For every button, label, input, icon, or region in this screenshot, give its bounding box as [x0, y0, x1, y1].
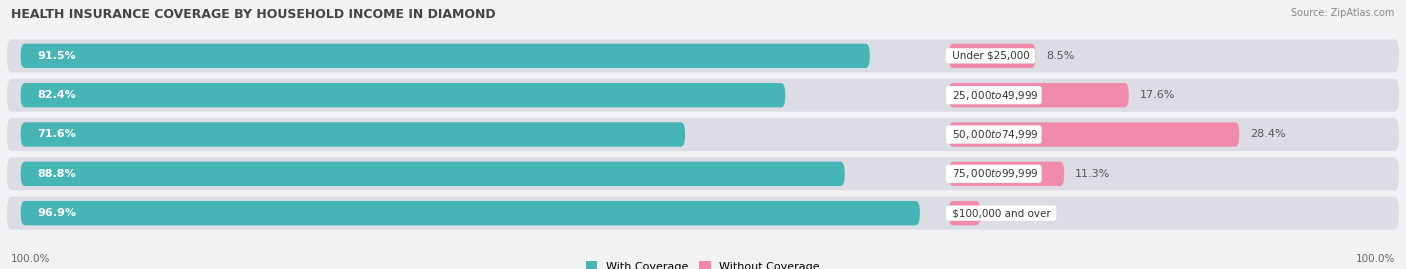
Text: 8.5%: 8.5%: [1046, 51, 1076, 61]
Text: 3.1%: 3.1%: [991, 208, 1019, 218]
Text: 100.0%: 100.0%: [11, 254, 51, 264]
Text: 91.5%: 91.5%: [37, 51, 76, 61]
Text: 88.8%: 88.8%: [37, 169, 76, 179]
FancyBboxPatch shape: [21, 44, 870, 68]
Text: 71.6%: 71.6%: [37, 129, 76, 140]
FancyBboxPatch shape: [949, 44, 1036, 68]
Text: $25,000 to $49,999: $25,000 to $49,999: [949, 89, 1039, 102]
Text: 82.4%: 82.4%: [37, 90, 76, 100]
FancyBboxPatch shape: [7, 118, 1399, 151]
FancyBboxPatch shape: [7, 39, 1399, 72]
Text: $75,000 to $99,999: $75,000 to $99,999: [949, 167, 1039, 180]
Text: $50,000 to $74,999: $50,000 to $74,999: [949, 128, 1039, 141]
FancyBboxPatch shape: [21, 162, 845, 186]
Legend: With Coverage, Without Coverage: With Coverage, Without Coverage: [582, 257, 824, 269]
FancyBboxPatch shape: [7, 197, 1399, 230]
FancyBboxPatch shape: [949, 162, 1064, 186]
Text: Source: ZipAtlas.com: Source: ZipAtlas.com: [1291, 8, 1395, 18]
Text: 17.6%: 17.6%: [1140, 90, 1175, 100]
FancyBboxPatch shape: [949, 122, 1239, 147]
Text: Under $25,000: Under $25,000: [949, 51, 1032, 61]
Text: $100,000 and over: $100,000 and over: [949, 208, 1053, 218]
FancyBboxPatch shape: [7, 79, 1399, 112]
Text: 11.3%: 11.3%: [1076, 169, 1111, 179]
FancyBboxPatch shape: [21, 201, 920, 225]
FancyBboxPatch shape: [21, 83, 786, 107]
FancyBboxPatch shape: [7, 157, 1399, 190]
FancyBboxPatch shape: [21, 122, 685, 147]
Text: HEALTH INSURANCE COVERAGE BY HOUSEHOLD INCOME IN DIAMOND: HEALTH INSURANCE COVERAGE BY HOUSEHOLD I…: [11, 8, 496, 21]
FancyBboxPatch shape: [949, 83, 1129, 107]
FancyBboxPatch shape: [949, 201, 980, 225]
Text: 96.9%: 96.9%: [37, 208, 76, 218]
Text: 100.0%: 100.0%: [1355, 254, 1395, 264]
Text: 28.4%: 28.4%: [1250, 129, 1286, 140]
